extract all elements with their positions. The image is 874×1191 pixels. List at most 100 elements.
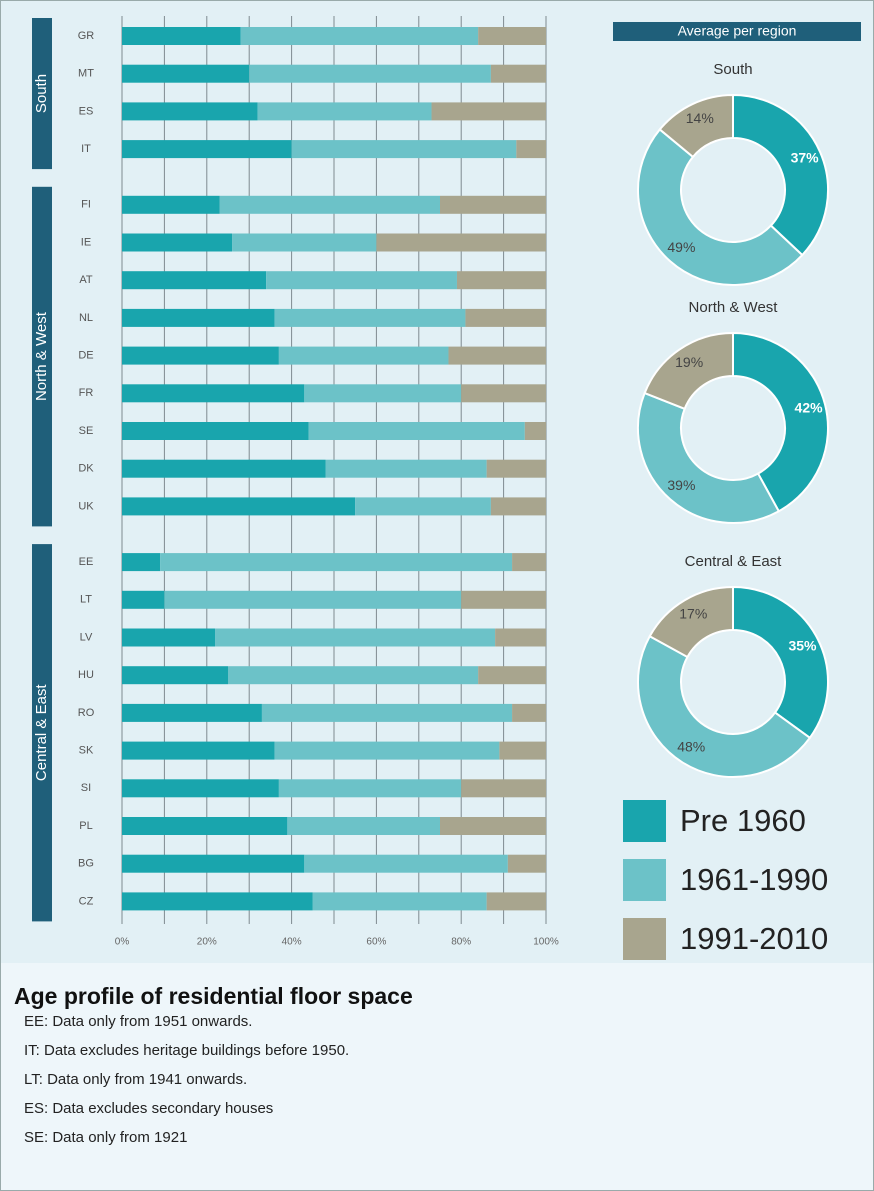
bar-segment	[448, 346, 546, 365]
bar-segment	[278, 779, 462, 798]
bar-segment	[490, 497, 546, 516]
note: IT: Data excludes heritage buildings bef…	[24, 1042, 349, 1059]
bar-segment	[440, 817, 546, 835]
donut-segment	[732, 93, 829, 257]
y-tick-label: LV	[80, 631, 93, 643]
panel-title: Average per region	[678, 23, 797, 39]
bar-segment	[160, 553, 513, 572]
bar-segment	[122, 195, 220, 214]
y-tick-label: DE	[78, 350, 93, 362]
y-tick-label: FR	[79, 387, 94, 399]
bar-segment	[122, 628, 216, 647]
data-label: 37%	[791, 150, 820, 166]
y-tick-label: DK	[78, 463, 94, 475]
donut-segment	[732, 331, 829, 513]
x-tick-label: 80%	[451, 937, 471, 948]
donut-segment	[636, 634, 812, 778]
donut-segment	[658, 93, 734, 159]
legend-swatch	[623, 918, 666, 960]
bar-segment	[465, 308, 546, 327]
y-tick-label: SI	[81, 782, 91, 794]
bar-segment	[261, 703, 513, 722]
bar-segment	[461, 779, 546, 798]
bar-segment	[287, 817, 440, 835]
note: ES: Data excludes secondary houses	[24, 1100, 273, 1117]
bar-segment	[122, 64, 250, 83]
bar-segment	[516, 140, 546, 159]
note: LT: Data only from 1941 onwards.	[24, 1071, 247, 1088]
bar-segment	[219, 195, 440, 214]
bar-segment	[312, 892, 487, 911]
data-label: 39%	[667, 477, 695, 493]
note: EE: Data only from 1951 onwards.	[24, 1013, 252, 1030]
bar-segment	[486, 459, 546, 478]
bar-segment	[122, 384, 305, 403]
bar-segment	[122, 308, 275, 327]
bar-segment	[122, 233, 233, 252]
bar-segment	[122, 703, 262, 722]
y-tick-label: HU	[78, 669, 94, 681]
donut-segment	[648, 585, 734, 659]
bar-segment	[122, 102, 258, 121]
panel-header	[613, 22, 861, 41]
bar-segment	[122, 741, 275, 760]
donut-segment	[732, 585, 829, 740]
bar-segment	[122, 553, 161, 572]
bar-segment	[274, 308, 466, 327]
bar-segment	[274, 741, 500, 760]
donut-title: South	[713, 61, 752, 78]
y-tick-label: AT	[79, 274, 93, 286]
y-tick-label: SK	[79, 745, 94, 757]
y-tick-label: CZ	[79, 895, 94, 907]
bar-segment	[122, 892, 313, 911]
y-tick-label: GR	[78, 30, 95, 42]
y-tick-label: PL	[79, 820, 92, 832]
x-tick-label: 100%	[533, 937, 559, 948]
donut-segment	[637, 391, 781, 524]
legend-label: 1961-1990	[680, 862, 828, 897]
bar-segment	[122, 854, 305, 873]
bar-segment	[122, 422, 309, 440]
y-tick-label: ES	[79, 105, 94, 117]
legend-label: 1991-2010	[680, 921, 828, 956]
y-tick-label: NL	[79, 312, 93, 324]
group-band	[32, 186, 52, 527]
bar-segment	[122, 346, 279, 365]
donut-segment	[643, 331, 734, 411]
legend-label: Pre 1960	[680, 803, 806, 838]
group-label: Central & East	[33, 684, 50, 782]
data-label: 42%	[795, 399, 824, 415]
bar-segment	[240, 27, 479, 45]
bar-segment	[122, 817, 288, 835]
y-tick-label: SE	[79, 425, 94, 437]
y-tick-label: IE	[81, 236, 91, 248]
data-label: 35%	[788, 637, 817, 653]
bar-segment	[376, 233, 546, 252]
chart-title: Age profile of residential floor space	[14, 983, 413, 1009]
bar-segment	[122, 140, 292, 159]
bar-segment	[456, 271, 546, 290]
bar-segment	[122, 271, 267, 290]
group-label: North & West	[33, 311, 50, 401]
bar-segment	[490, 64, 546, 83]
bar-segment	[122, 590, 165, 609]
bar-segment	[461, 384, 546, 403]
y-tick-label: RO	[78, 707, 95, 719]
bar-segment	[495, 628, 546, 647]
donut-segment	[637, 128, 804, 286]
bar-segment	[122, 27, 241, 45]
y-tick-label: EE	[79, 556, 94, 568]
donut-title: Central & East	[685, 553, 783, 570]
bar-segment	[164, 590, 462, 609]
bar-segment	[304, 384, 462, 403]
group-band	[32, 544, 52, 922]
bar-segment	[257, 102, 432, 121]
bar-segment	[249, 64, 491, 83]
y-tick-label: FI	[81, 199, 91, 211]
bar-segment	[278, 346, 449, 365]
x-tick-label: 40%	[282, 937, 302, 948]
bar-segment	[325, 459, 487, 478]
y-tick-label: UK	[78, 500, 94, 512]
bar-segment	[308, 422, 525, 440]
bar-segment	[355, 497, 491, 516]
